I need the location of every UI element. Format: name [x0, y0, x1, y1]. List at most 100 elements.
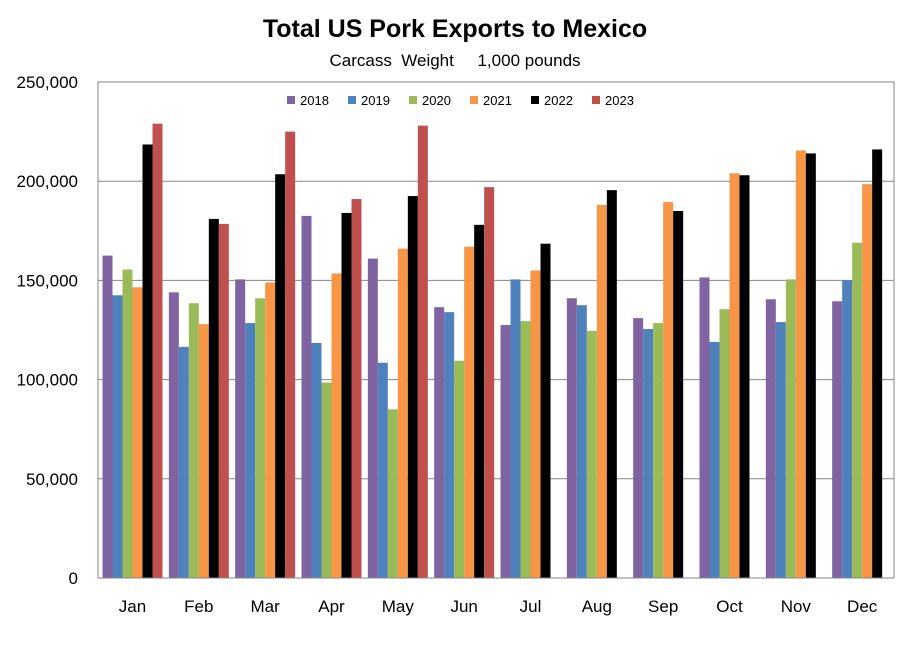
bar-2019-aug	[576, 305, 587, 578]
legend-swatch-2020	[409, 96, 417, 104]
bar-2019-jun	[444, 312, 455, 578]
bar-2019-apr	[311, 342, 322, 578]
bar-2018-apr	[301, 215, 312, 579]
legend-label-2021: 2021	[483, 93, 512, 108]
bar-2020-aug	[586, 330, 597, 578]
bar-2022-may	[407, 196, 418, 578]
x-tick-label: Jun	[450, 597, 477, 616]
bar-2021-mar	[265, 282, 276, 578]
bar-2020-nov	[785, 279, 796, 578]
bar-2020-jul	[520, 321, 531, 578]
x-axis: Jan Feb Mar Apr May Jun Jul Aug Sep Oct Nov Dec	[119, 597, 878, 616]
bar-2021-sep	[663, 202, 674, 579]
bar-2022-mar	[275, 174, 286, 579]
bar-2022-nov	[805, 153, 816, 578]
bar-2022-jul	[540, 243, 551, 579]
bar-2018-mar	[235, 279, 246, 578]
bar-2023-mar	[285, 131, 296, 578]
bar-2023-apr	[351, 199, 362, 578]
grid-lines	[98, 180, 894, 480]
x-tick-label: Mar	[251, 597, 281, 616]
y-tick-label: 150,000	[17, 271, 78, 290]
y-axis: 0 50,000 100,000 150,000 200,000 250,000	[17, 73, 78, 588]
bar-2022-jun	[474, 224, 485, 578]
bar-2018-sep	[633, 318, 644, 578]
bar-2018-dec	[832, 301, 843, 578]
bar-2018-feb	[168, 292, 179, 578]
y-tick-label: 0	[69, 569, 78, 588]
legend-label-2022: 2022	[544, 93, 573, 108]
y-tick-label: 100,000	[17, 371, 78, 390]
bar-2021-jul	[530, 270, 541, 578]
x-tick-label: Feb	[184, 597, 213, 616]
bar-2019-dec	[842, 280, 853, 578]
y-tick-label: 200,000	[17, 172, 78, 191]
bar-2021-apr	[331, 273, 342, 578]
legend-swatch-2019	[348, 96, 356, 104]
bar-2018-jan	[102, 255, 113, 578]
y-tick-label: 250,000	[17, 73, 78, 92]
legend: 2018 2019 2020 2021 2022 2023	[287, 93, 634, 108]
legend-label-2023: 2023	[605, 93, 634, 108]
bar-2018-oct	[699, 277, 710, 578]
chart-title: Total US Pork Exports to Mexico	[263, 15, 647, 43]
x-tick-label: Oct	[716, 597, 743, 616]
x-tick-label: Dec	[847, 597, 878, 616]
bar-2018-nov	[765, 299, 776, 578]
bar-2018-jun	[434, 307, 445, 578]
legend-swatch-2022	[531, 96, 539, 104]
bar-2020-jun	[454, 360, 465, 578]
bar-2021-oct	[729, 173, 740, 578]
x-tick-label: May	[382, 597, 415, 616]
legend-swatch-2023	[592, 96, 600, 104]
x-tick-label: Jan	[119, 597, 146, 616]
x-tick-label: Aug	[582, 597, 612, 616]
bar-2021-jun	[464, 246, 475, 578]
legend-label-2020: 2020	[422, 93, 451, 108]
y-tick-label: 50,000	[26, 470, 78, 489]
legend-swatch-2021	[470, 96, 478, 104]
bar-2021-may	[397, 248, 408, 578]
bar-2020-jan	[122, 269, 133, 578]
bar-2023-jan	[152, 123, 163, 578]
bar-2022-oct	[739, 175, 750, 579]
x-tick-label: Sep	[648, 597, 678, 616]
bar-2019-mar	[245, 323, 256, 578]
bar-2018-may	[367, 258, 378, 578]
bar-2023-may	[417, 125, 428, 578]
bar-2020-feb	[188, 303, 199, 578]
bar-2022-dec	[872, 149, 883, 578]
chart-subtitle: Carcass Weight 1,000 pounds	[329, 51, 580, 70]
x-tick-label: Nov	[781, 597, 812, 616]
bar-2021-nov	[795, 150, 806, 578]
bar-2019-may	[377, 362, 388, 578]
bar-2019-nov	[775, 322, 786, 578]
bar-2018-aug	[566, 298, 577, 578]
bar-2021-aug	[596, 205, 607, 578]
bar-2019-feb	[178, 346, 189, 578]
bar-2019-oct	[709, 341, 720, 578]
bar-2020-mar	[255, 298, 266, 578]
x-tick-label: Jul	[520, 597, 542, 616]
bar-2023-jun	[484, 187, 495, 579]
bar-2021-dec	[862, 184, 873, 578]
bar-2022-feb	[208, 218, 219, 578]
legend-swatch-2018	[287, 96, 295, 104]
legend-label-2018: 2018	[300, 93, 329, 108]
bar-2019-sep	[643, 329, 654, 578]
legend-label-2019: 2019	[361, 93, 390, 108]
bar-2019-jul	[510, 279, 521, 578]
bar-2019-jan	[112, 295, 123, 578]
bar-2022-sep	[673, 210, 684, 578]
bar-2022-jan	[142, 144, 153, 578]
bars	[102, 123, 883, 579]
bar-2023-feb	[218, 223, 229, 578]
bar-2020-dec	[852, 242, 863, 579]
bar-2020-may	[387, 409, 398, 578]
bar-2022-aug	[606, 190, 617, 579]
x-tick-label: Apr	[318, 597, 345, 616]
bar-2020-apr	[321, 382, 332, 578]
plot-area	[97, 81, 895, 579]
bar-2022-apr	[341, 212, 352, 578]
